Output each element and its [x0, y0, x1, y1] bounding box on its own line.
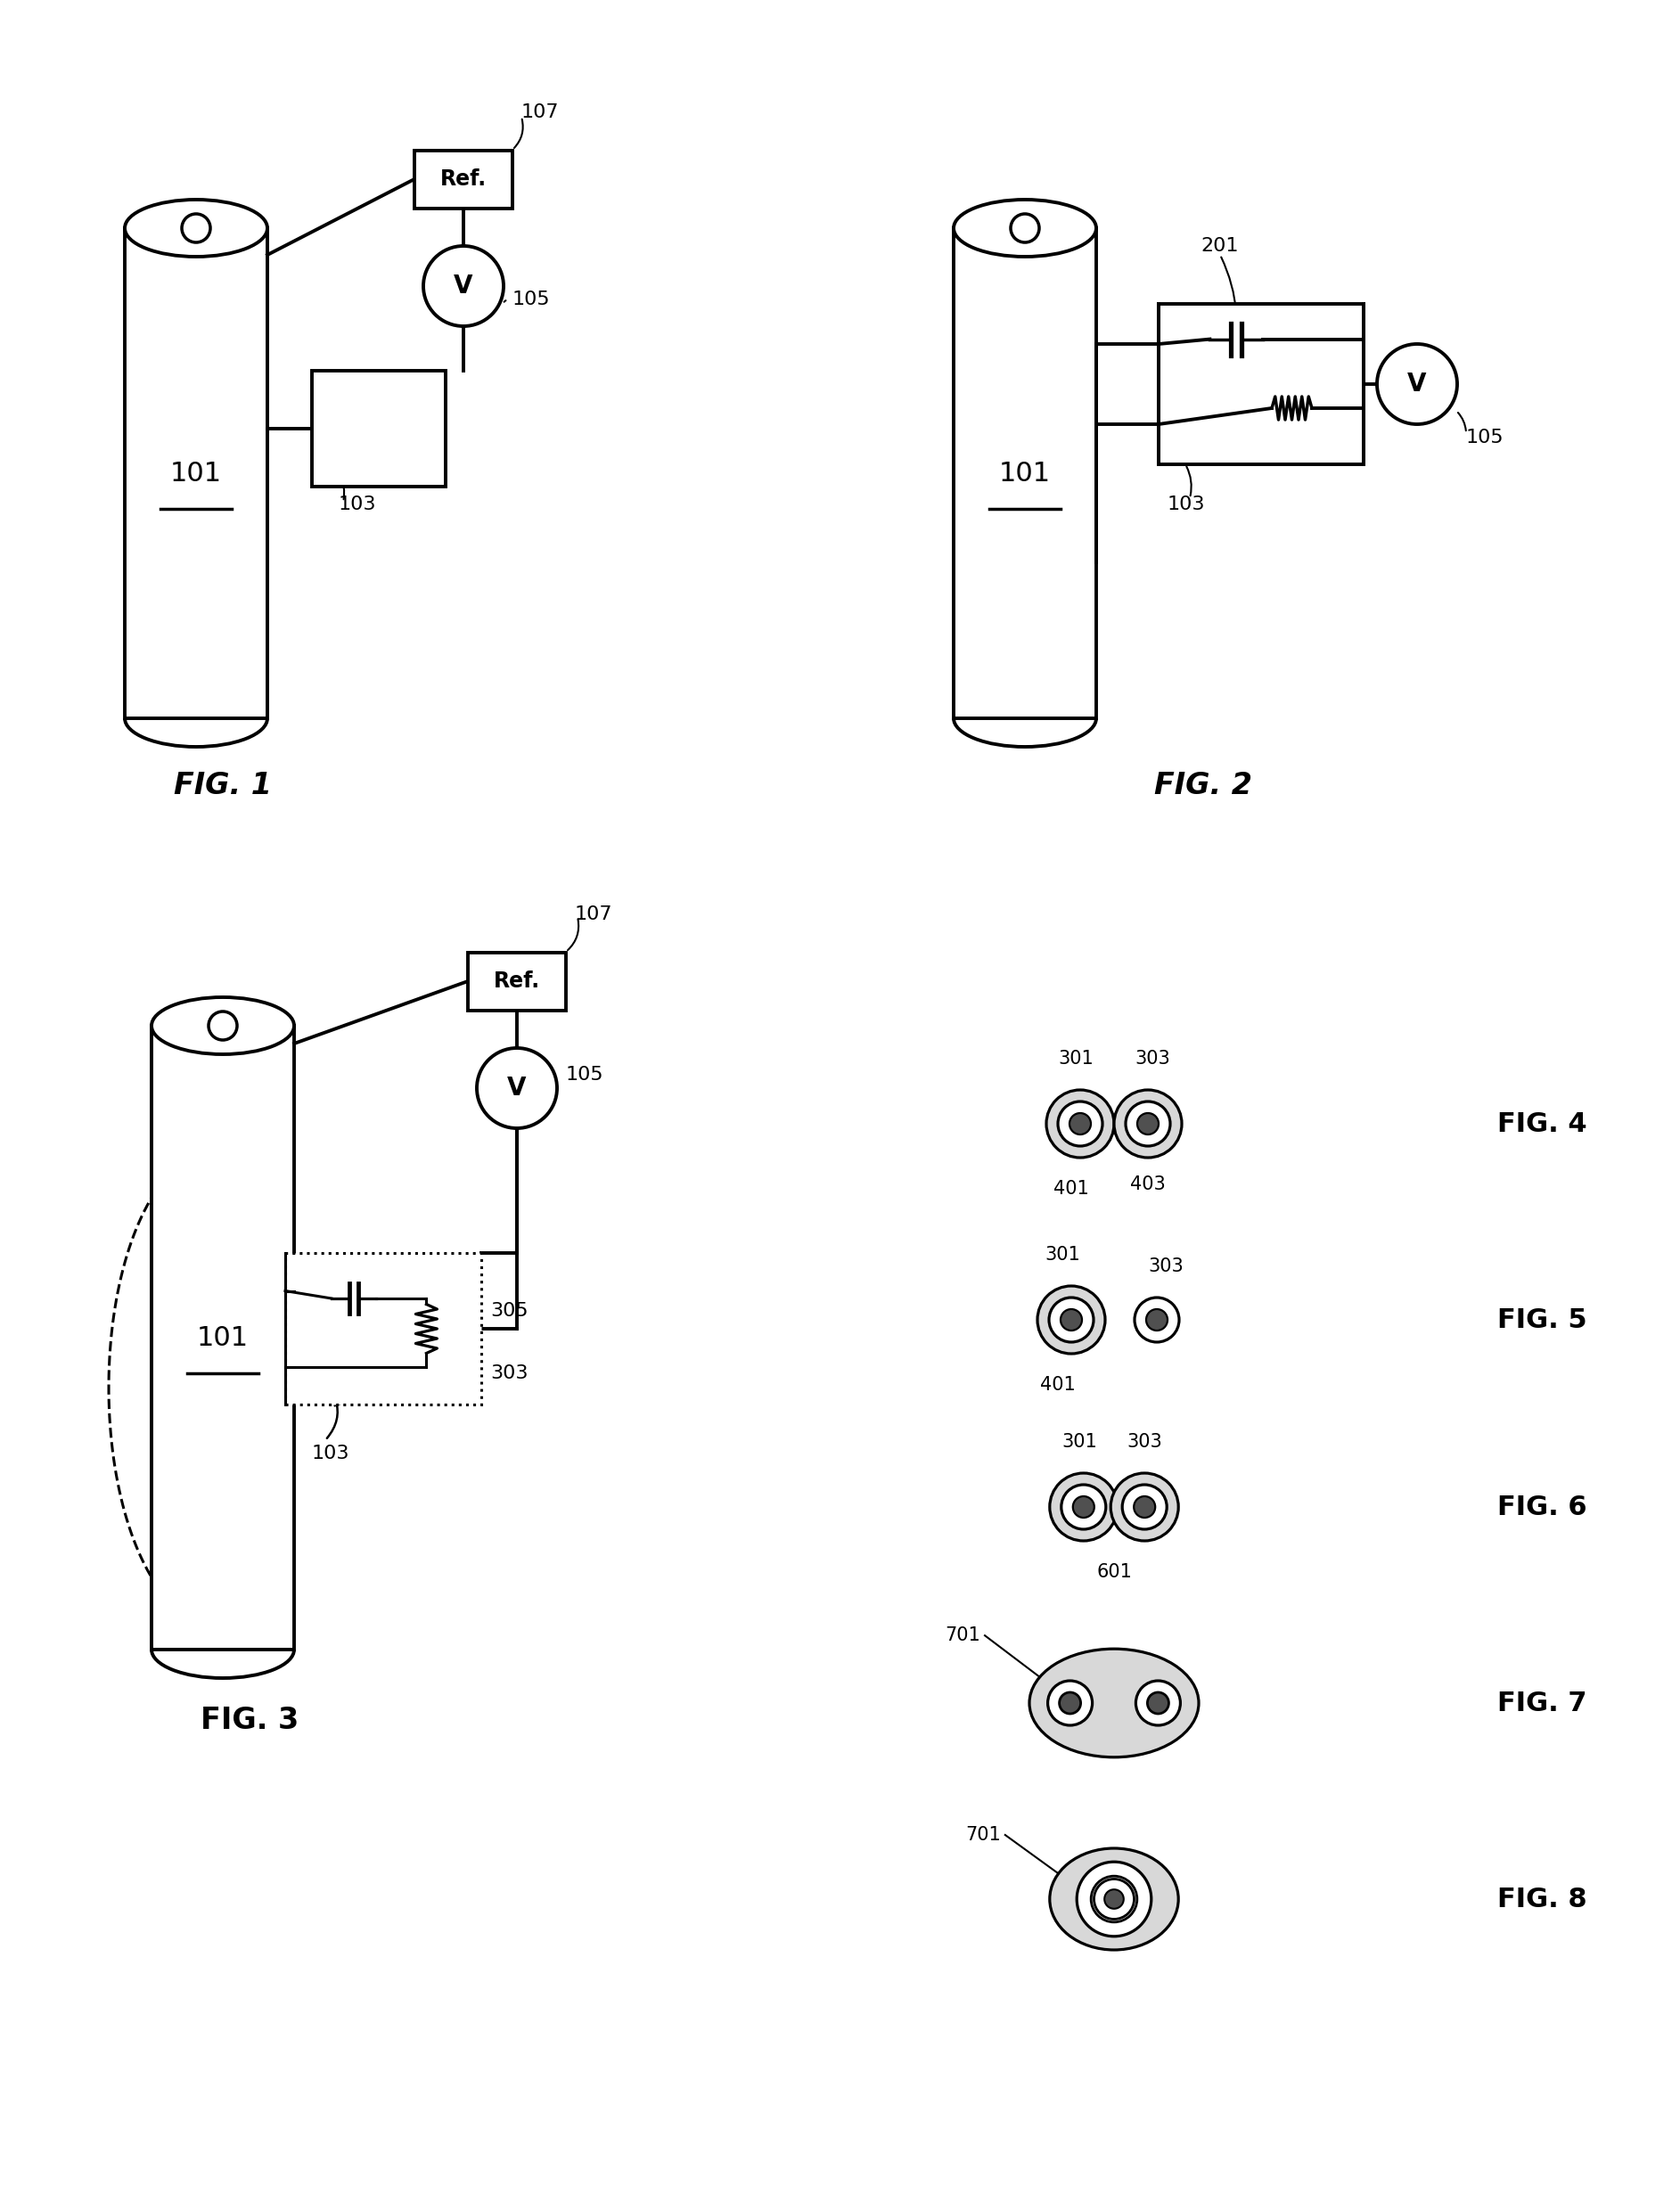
Text: 103: 103 [312, 1444, 349, 1461]
Ellipse shape [151, 997, 294, 1055]
Text: 701: 701 [966, 1826, 1001, 1844]
Circle shape [1137, 1112, 1159, 1134]
Circle shape [1077, 1862, 1151, 1937]
Text: FIG. 7: FIG. 7 [1497, 1689, 1588, 1716]
Circle shape [1074, 1497, 1094, 1517]
Text: FIG. 2: FIG. 2 [1154, 769, 1252, 800]
Text: 101: 101 [1000, 460, 1050, 486]
Text: 103: 103 [1168, 495, 1206, 513]
Circle shape [1146, 1309, 1168, 1331]
Text: 303: 303 [1127, 1433, 1163, 1450]
Text: V: V [1408, 371, 1426, 396]
Text: 301: 301 [1045, 1245, 1080, 1265]
Circle shape [1070, 1112, 1090, 1134]
Text: 101: 101 [170, 460, 222, 486]
Circle shape [1062, 1486, 1105, 1530]
Text: FIG. 6: FIG. 6 [1497, 1495, 1588, 1519]
Bar [469, 953, 566, 1010]
Text: 401: 401 [1053, 1181, 1089, 1198]
Ellipse shape [124, 199, 267, 256]
Circle shape [1050, 1473, 1117, 1541]
Bar [312, 371, 445, 486]
Bar [415, 150, 512, 208]
Circle shape [1147, 1691, 1169, 1714]
Bar [151, 1026, 294, 1649]
Circle shape [1090, 1877, 1137, 1921]
Text: FIG. 3: FIG. 3 [200, 1707, 299, 1736]
Text: 301: 301 [1062, 1433, 1097, 1450]
Text: 107: 107 [521, 104, 559, 122]
Text: Ref.: Ref. [440, 168, 487, 190]
Text: 105: 105 [1467, 429, 1504, 447]
Bar [286, 1254, 480, 1404]
Text: 105: 105 [566, 1066, 603, 1083]
Circle shape [423, 245, 504, 327]
Circle shape [1048, 1680, 1092, 1725]
Text: 403: 403 [1131, 1176, 1166, 1194]
Circle shape [1136, 1680, 1181, 1725]
Circle shape [1094, 1879, 1134, 1919]
Bar [1159, 303, 1364, 464]
Text: FIG. 1: FIG. 1 [173, 769, 272, 800]
Text: 601: 601 [1097, 1563, 1132, 1581]
Circle shape [1048, 1298, 1094, 1342]
Text: 303: 303 [1134, 1050, 1169, 1068]
Text: 303: 303 [491, 1364, 528, 1382]
Circle shape [1058, 1101, 1102, 1145]
Text: FIG. 8: FIG. 8 [1497, 1886, 1588, 1913]
Text: FIG. 4: FIG. 4 [1497, 1110, 1588, 1136]
Bar [954, 228, 1097, 719]
Text: 107: 107 [575, 907, 613, 924]
Text: V: V [454, 274, 474, 298]
Text: 101: 101 [197, 1324, 249, 1351]
Text: V: V [507, 1075, 526, 1101]
Circle shape [1060, 1309, 1082, 1331]
Text: 303: 303 [1147, 1258, 1183, 1276]
Circle shape [1134, 1298, 1179, 1342]
Ellipse shape [1050, 1848, 1178, 1950]
Text: FIG. 5: FIG. 5 [1497, 1307, 1588, 1333]
Text: 301: 301 [1058, 1050, 1094, 1068]
Circle shape [1126, 1101, 1171, 1145]
Circle shape [1104, 1890, 1124, 1908]
Circle shape [1134, 1497, 1156, 1517]
Circle shape [1122, 1486, 1168, 1530]
Text: 301: 301 [299, 1329, 336, 1346]
Circle shape [1038, 1287, 1105, 1353]
Text: 701: 701 [944, 1627, 981, 1645]
Text: 305: 305 [491, 1302, 528, 1320]
Text: 105: 105 [512, 290, 551, 307]
Text: 401: 401 [1040, 1375, 1075, 1393]
Circle shape [1378, 345, 1457, 425]
Circle shape [1110, 1473, 1178, 1541]
Circle shape [477, 1048, 558, 1128]
Circle shape [1047, 1090, 1114, 1159]
Ellipse shape [1030, 1649, 1200, 1758]
Circle shape [1060, 1691, 1080, 1714]
Bar [124, 228, 267, 719]
Text: 203: 203 [1168, 391, 1206, 409]
Text: 201: 201 [1201, 237, 1240, 254]
Circle shape [1114, 1090, 1181, 1159]
Ellipse shape [954, 199, 1097, 256]
Text: 103: 103 [339, 495, 376, 513]
Text: Ref.: Ref. [494, 971, 541, 993]
